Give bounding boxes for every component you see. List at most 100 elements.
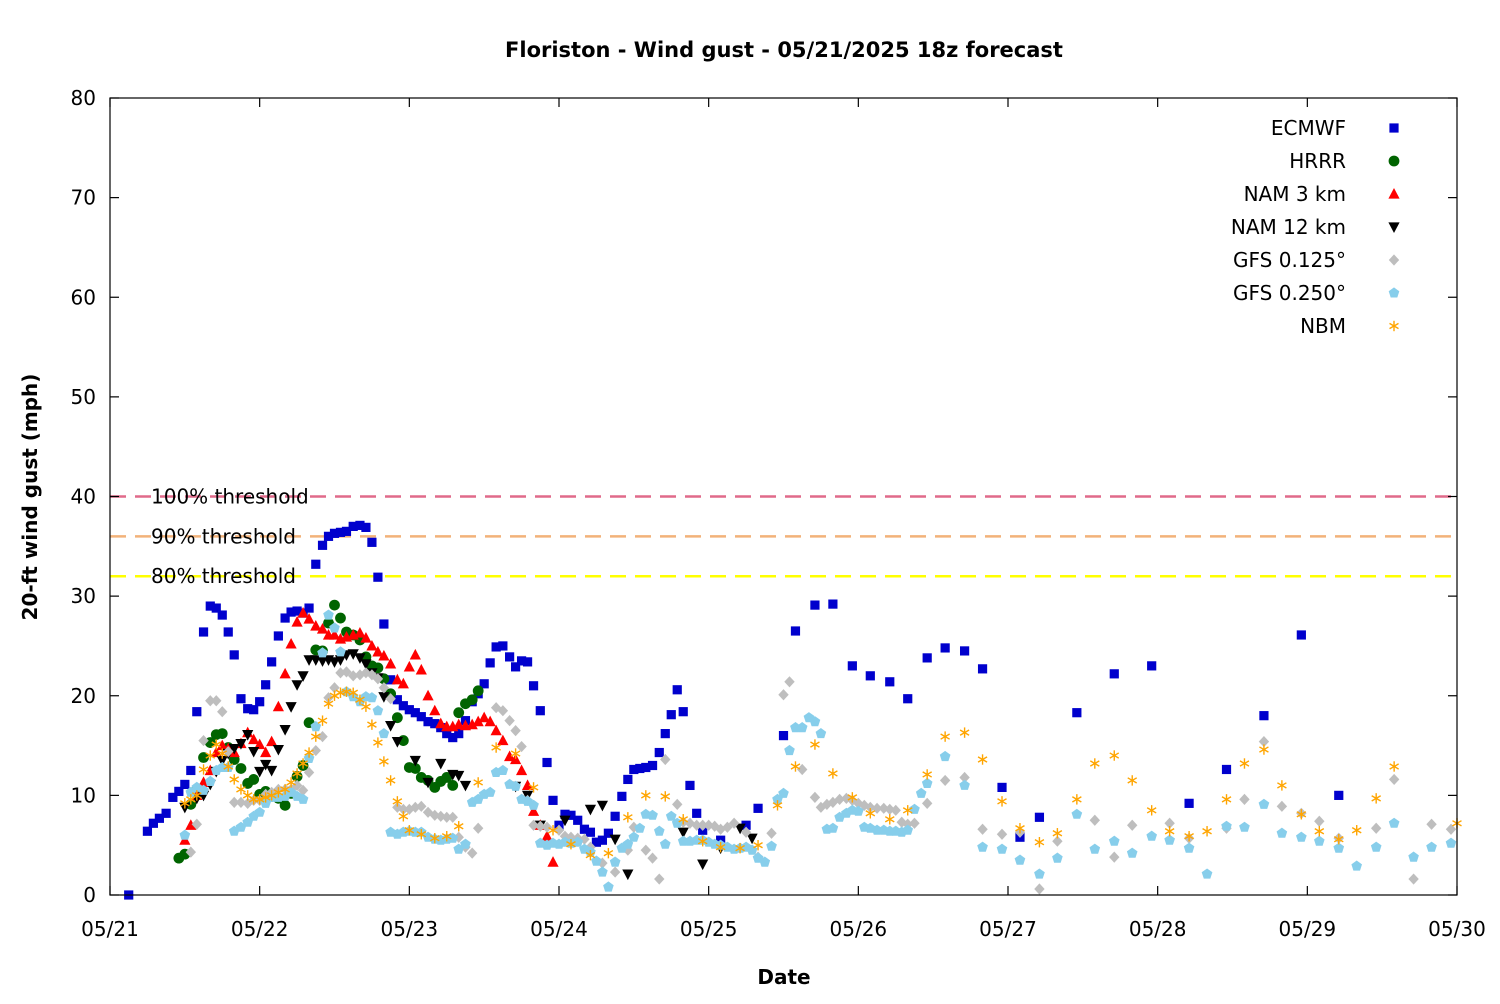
data-point	[753, 803, 763, 813]
data-point	[1276, 800, 1288, 812]
data-point	[1388, 817, 1400, 828]
data-point	[753, 839, 763, 851]
data-point	[790, 626, 801, 636]
data-point	[505, 652, 515, 662]
legend-marker	[1388, 254, 1400, 266]
data-point	[528, 819, 539, 831]
data-point	[229, 774, 240, 785]
data-point	[466, 694, 478, 706]
data-point	[335, 646, 346, 657]
data-point	[223, 745, 234, 758]
data-point	[1034, 836, 1045, 848]
data-point	[1127, 775, 1138, 786]
y-tick-label: 20	[71, 684, 96, 708]
data-point	[959, 646, 970, 656]
data-point	[285, 702, 297, 713]
data-point	[1072, 708, 1082, 718]
data-point	[603, 881, 614, 892]
data-point	[466, 847, 478, 859]
data-point	[746, 833, 758, 845]
data-point	[579, 833, 590, 845]
data-point	[634, 822, 646, 833]
data-point	[317, 540, 328, 550]
data-point	[415, 663, 427, 675]
data-point	[684, 817, 696, 829]
data-point	[211, 739, 222, 750]
data-point	[473, 777, 484, 788]
data-point	[398, 701, 408, 711]
legend-marker	[1388, 222, 1400, 233]
data-point	[609, 866, 621, 878]
data-point	[416, 712, 426, 722]
legend-marker	[1388, 155, 1400, 167]
data-point	[366, 692, 378, 703]
y-tick-label: 60	[71, 285, 96, 309]
data-point	[610, 811, 620, 821]
data-point	[272, 744, 284, 756]
data-point	[192, 707, 202, 717]
data-point	[997, 782, 1007, 793]
data-point	[1314, 835, 1325, 846]
data-point	[510, 662, 521, 672]
data-point	[509, 753, 522, 765]
data-point	[260, 792, 271, 803]
data-point	[1109, 851, 1120, 863]
data-point	[478, 711, 490, 723]
data-point	[560, 809, 570, 819]
data-point	[1202, 826, 1212, 837]
data-point	[635, 763, 645, 774]
data-point	[504, 715, 515, 727]
data-point	[317, 715, 328, 726]
data-point	[261, 680, 271, 690]
data-point	[386, 675, 396, 685]
data-point	[422, 777, 434, 789]
data-point	[1426, 841, 1437, 852]
data-point	[647, 760, 658, 771]
y-tick-label: 70	[71, 186, 96, 210]
data-point	[266, 765, 278, 777]
data-point	[1388, 773, 1400, 786]
data-point	[497, 734, 509, 746]
data-point	[1258, 735, 1270, 748]
data-point	[391, 712, 403, 724]
data-point	[565, 831, 577, 843]
data-point	[266, 790, 277, 801]
data-point	[815, 728, 827, 739]
data-point	[628, 831, 640, 842]
data-point	[297, 793, 309, 804]
data-point	[385, 693, 396, 705]
chart-title: Floriston - Wind gust - 05/21/2025 18z f…	[505, 38, 1063, 62]
data-point	[484, 786, 496, 797]
data-point	[1126, 847, 1138, 858]
data-point	[884, 803, 895, 815]
data-point	[472, 685, 484, 697]
data-point	[677, 827, 689, 839]
data-point	[298, 758, 308, 769]
data-point	[223, 627, 233, 637]
data-point	[685, 780, 695, 791]
data-point	[392, 695, 402, 705]
data-point	[1201, 868, 1213, 879]
data-point	[847, 661, 857, 671]
data-point	[939, 750, 951, 762]
data-point	[1239, 758, 1250, 769]
data-point	[996, 843, 1008, 854]
data-point	[629, 764, 639, 775]
data-point	[678, 814, 689, 825]
data-point	[416, 829, 427, 840]
data-point	[1258, 798, 1270, 809]
data-point	[1408, 851, 1419, 862]
data-point	[728, 817, 740, 829]
data-point	[959, 771, 970, 784]
data-point	[191, 818, 203, 830]
data-point	[1089, 758, 1100, 769]
data-point	[1108, 835, 1120, 846]
data-point	[766, 840, 777, 851]
data-point	[435, 758, 447, 770]
x-tick-label: 05/30	[1428, 917, 1486, 941]
data-point	[528, 681, 539, 691]
data-point	[697, 859, 709, 871]
data-point	[392, 796, 403, 807]
legend-label: HRRR	[1289, 149, 1346, 173]
data-point	[361, 701, 371, 712]
